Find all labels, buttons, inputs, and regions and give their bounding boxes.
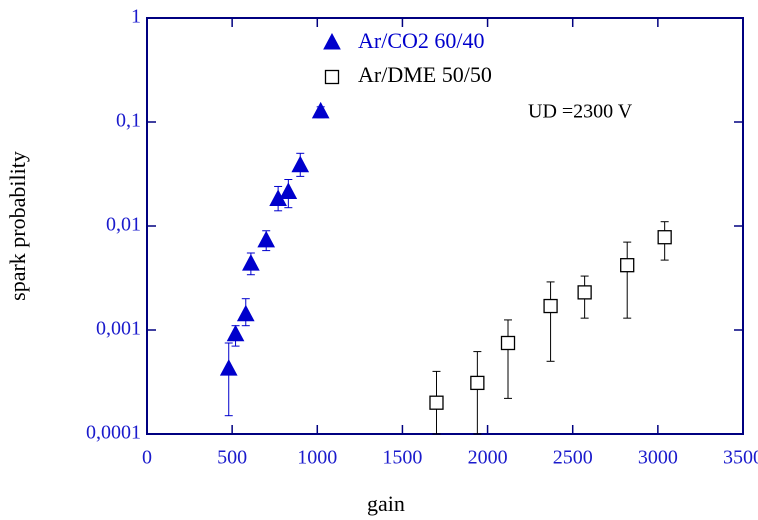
point <box>577 285 592 300</box>
point <box>429 395 444 410</box>
error-bar <box>504 319 513 399</box>
x-tick-label: 2500 <box>553 447 593 469</box>
point <box>291 155 310 173</box>
point <box>470 375 485 391</box>
x-tick-label: 1500 <box>382 447 422 469</box>
x-tick-label: 0 <box>142 447 152 469</box>
legend-marker <box>324 69 340 85</box>
point <box>226 324 245 342</box>
error-bar <box>224 342 233 417</box>
point <box>279 182 298 199</box>
error-bar <box>546 281 555 362</box>
y-tick-label: 0,1 <box>116 110 141 132</box>
point <box>543 298 558 314</box>
error-bar <box>623 241 632 319</box>
legend-label: Ar/DME 50/50 <box>358 62 492 87</box>
annotation: UD =2300 V <box>528 101 633 123</box>
legend-label: Ar/CO2 60/40 <box>358 28 485 53</box>
point <box>500 335 516 351</box>
x-tick-label: 2000 <box>468 447 508 469</box>
y-tick-label: 1 <box>131 6 141 28</box>
x-tick-label: 3000 <box>638 447 678 469</box>
x-tick-label: 1000 <box>297 447 337 469</box>
error-bar <box>473 351 482 435</box>
point <box>620 258 635 273</box>
y-axis-label: spark probability <box>5 151 30 301</box>
y-tick-label: 0,01 <box>106 214 141 236</box>
point <box>242 254 260 271</box>
x-axis-label: gain <box>367 491 405 516</box>
point <box>657 230 672 245</box>
point <box>236 304 255 322</box>
x-tick-label: 3500 <box>723 447 758 469</box>
point <box>311 101 330 119</box>
legend-marker <box>323 32 341 50</box>
point <box>219 359 238 376</box>
y-tick-label: 0,0001 <box>86 422 141 444</box>
x-tick-label: 500 <box>217 447 247 469</box>
y-tick-label: 0,001 <box>96 318 141 340</box>
point <box>257 230 276 248</box>
